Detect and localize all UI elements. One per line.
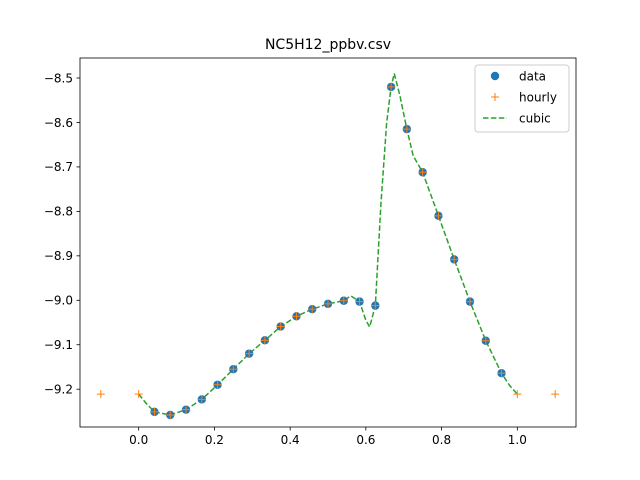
hourly-point	[324, 299, 332, 308]
legend-marker-hourly	[491, 93, 499, 101]
hourly-point	[292, 312, 301, 321]
legend-label-data: data	[519, 69, 546, 83]
chart-title: NC5H12_ppbv.csv	[265, 37, 391, 53]
y-tick-label: −9.2	[44, 383, 73, 397]
x-tick-label: 0.2	[205, 433, 224, 447]
hourly-point	[513, 390, 522, 399]
hourly-point	[308, 305, 317, 314]
hourly-point	[402, 125, 411, 134]
plot-area	[96, 73, 560, 420]
y-tick-label: −8.9	[44, 249, 73, 263]
hourly-point	[276, 322, 285, 331]
legend-label-cubic: cubic	[519, 111, 551, 125]
hourly-point	[465, 297, 474, 306]
x-tick-label: 0.8	[432, 433, 451, 447]
x-tick-label: 1.0	[508, 433, 527, 447]
x-tick-label: 0.4	[281, 433, 300, 447]
legend-box	[474, 64, 570, 133]
y-tick-label: −8.5	[44, 71, 73, 85]
y-tick-label: −8.6	[44, 116, 73, 130]
legend-label-hourly: hourly	[519, 90, 557, 104]
hourly-point	[166, 410, 175, 419]
y-tick-label: −8.8	[44, 205, 73, 219]
hourly-point	[355, 297, 364, 306]
hourly-point	[339, 296, 348, 305]
hourly-point	[245, 349, 254, 358]
axes-frame	[79, 57, 577, 428]
hourly-point	[150, 407, 159, 416]
hourly-point	[497, 369, 506, 378]
hourly-point	[260, 336, 269, 345]
hourly-point	[434, 211, 443, 220]
hourly-point	[197, 395, 206, 404]
hourly-point	[387, 82, 396, 91]
x-tick-label: 0.6	[356, 433, 375, 447]
hourly-point	[134, 390, 143, 399]
hourly-point	[371, 301, 380, 310]
hourly-point	[229, 365, 238, 374]
x-tick-label: 0.0	[129, 433, 148, 447]
y-tick-label: −8.7	[44, 160, 73, 174]
legend-marker-data	[490, 71, 500, 81]
hourly-point	[450, 255, 459, 264]
legend: data hourly cubic	[474, 64, 570, 133]
hourly-point	[418, 168, 427, 177]
hourly-point	[182, 405, 191, 414]
series-line-cubic	[138, 73, 518, 416]
axes: 0.0 0.2 0.4 0.6 0.8 1.0 −9.2 −9.1 −9.0 −8.9 −8.8 −8…	[44, 57, 577, 447]
hourly-point	[551, 390, 560, 399]
hourly-point	[481, 336, 490, 345]
y-tick-label: −9.1	[44, 338, 73, 352]
hourly-point	[213, 380, 222, 389]
hourly-point	[96, 390, 105, 399]
y-tick-label: −9.0	[44, 294, 73, 308]
